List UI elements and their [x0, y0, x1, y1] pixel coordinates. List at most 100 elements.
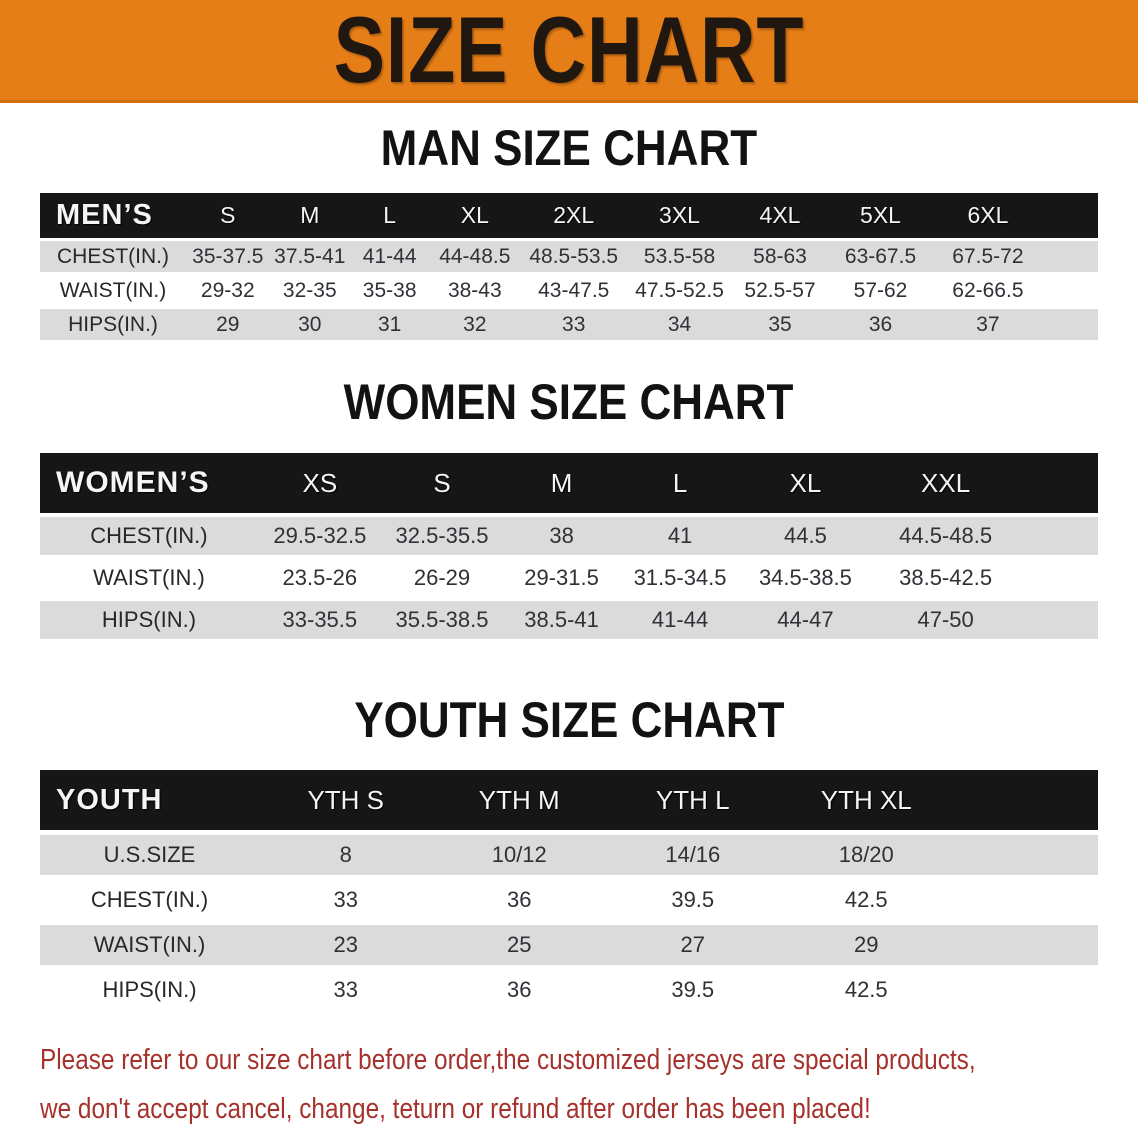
- measurement-value: 10/12: [432, 835, 606, 875]
- measurement-row: WAIST(IN.) 23 25 27 29: [40, 925, 1098, 965]
- measurement-value: 44-48.5: [429, 241, 521, 272]
- measurement-row-label: CHEST(IN.): [40, 241, 186, 272]
- measurement-row-label: U.S.SIZE: [40, 835, 259, 875]
- measurement-value: 63-67.5: [828, 241, 933, 272]
- measurement-row-label: HIPS(IN.): [40, 970, 259, 1010]
- men-section-title: MAN SIZE CHART: [0, 118, 1138, 178]
- measurement-value: 33: [259, 880, 433, 920]
- measurement-row: CHEST(IN.) 35-37.5 37.5-41 41-44 44-48.5 48.5…: [40, 241, 1098, 272]
- size-header-row: YOUTH YTH S YTH M YTH L YTH XL: [40, 770, 1098, 830]
- measurement-value: 33: [520, 309, 628, 340]
- measurement-value: 29-32: [186, 275, 270, 306]
- size-column-header: L: [349, 193, 430, 238]
- measurement-value: 39.5: [606, 970, 780, 1010]
- size-header-row: WOMEN’S XS S M L XL XXL: [40, 453, 1098, 513]
- row-filler-cell: [1042, 309, 1098, 340]
- size-column-header: M: [502, 453, 621, 513]
- men-section-title-text: MAN SIZE CHART: [380, 120, 758, 176]
- measurement-value: 52.5-57: [731, 275, 829, 306]
- measurement-value: 53.5-58: [627, 241, 732, 272]
- row-filler-cell: [1042, 275, 1098, 306]
- measurement-value: 31: [349, 309, 430, 340]
- measurement-value: 25: [432, 925, 606, 965]
- measurement-value: 35-37.5: [186, 241, 270, 272]
- measurement-value: 14/16: [606, 835, 780, 875]
- measurement-value: 47.5-52.5: [627, 275, 732, 306]
- size-column-header: XL: [429, 193, 521, 238]
- size-column-header: YTH M: [432, 770, 606, 830]
- measurement-value: 35: [731, 309, 829, 340]
- size-column-header: XXL: [871, 453, 1020, 513]
- measurement-value: 26-29: [381, 559, 503, 597]
- measurement-row: U.S.SIZE 8 10/12 14/16 18/20: [40, 835, 1098, 875]
- measurement-value: 38-43: [429, 275, 521, 306]
- measurement-value: 47-50: [871, 601, 1020, 639]
- measurement-row-label: WAIST(IN.): [40, 925, 259, 965]
- measurement-row-label: WAIST(IN.): [40, 275, 186, 306]
- women-size-table: WOMEN’S XS S M L XL XXL CHEST(IN.) 29.5-32.5 32.5…: [40, 449, 1098, 643]
- size-column-header: 4XL: [731, 193, 829, 238]
- measurement-row-label: CHEST(IN.): [40, 880, 259, 920]
- measurement-value: 36: [828, 309, 933, 340]
- measurement-value: 42.5: [779, 970, 953, 1010]
- measurement-value: 36: [432, 970, 606, 1010]
- measurement-value: 34: [627, 309, 732, 340]
- row-filler-cell: [1019, 559, 1098, 597]
- size-column-header: L: [620, 453, 740, 513]
- measurement-value: 37: [932, 309, 1043, 340]
- size-group-label: MEN’S: [40, 193, 186, 238]
- youth-size-table: YOUTH YTH S YTH M YTH L YTH XL U.S.SIZE 8 10/12…: [40, 765, 1098, 1015]
- row-filler-cell: [1019, 517, 1098, 555]
- measurement-row-label: HIPS(IN.): [40, 601, 258, 639]
- measurement-value: 8: [259, 835, 433, 875]
- size-chart-banner: SIZE CHART: [0, 0, 1138, 103]
- measurement-row: CHEST(IN.) 29.5-32.5 32.5-35.5 38 41 44.5 44.5…: [40, 517, 1098, 555]
- size-group-label: YOUTH: [40, 770, 259, 830]
- measurement-value: 29: [186, 309, 270, 340]
- row-filler-cell: [953, 880, 1098, 920]
- measurement-value: 36: [432, 880, 606, 920]
- measurement-value: 35.5-38.5: [381, 601, 503, 639]
- measurement-value: 39.5: [606, 880, 780, 920]
- measurement-value: 33-35.5: [257, 601, 382, 639]
- size-column-header: XS: [257, 453, 382, 513]
- measurement-value: 62-66.5: [932, 275, 1043, 306]
- banner-title: SIZE CHART: [333, 0, 805, 102]
- size-column-header: 3XL: [627, 193, 732, 238]
- measurement-value: 44-47: [739, 601, 872, 639]
- measurement-value: 58-63: [731, 241, 829, 272]
- measurement-value: 29.5-32.5: [257, 517, 382, 555]
- measurement-value: 38.5-42.5: [871, 559, 1020, 597]
- measurement-row: CHEST(IN.) 33 36 39.5 42.5: [40, 880, 1098, 920]
- header-filler-cell: [953, 770, 1098, 830]
- measurement-value: 18/20: [779, 835, 953, 875]
- measurement-value: 29: [779, 925, 953, 965]
- disclaimer-line-2: we don't accept cancel, change, teturn o…: [40, 1093, 871, 1125]
- measurement-row: HIPS(IN.) 29 30 31 32 33 34 35 36 37: [40, 309, 1098, 340]
- measurement-value: 43-47.5: [520, 275, 628, 306]
- measurement-row: WAIST(IN.) 23.5-26 26-29 29-31.5 31.5-34.5 34…: [40, 559, 1098, 597]
- measurement-value: 44.5-48.5: [871, 517, 1020, 555]
- measurement-value: 38: [502, 517, 621, 555]
- size-group-label: WOMEN’S: [40, 453, 258, 513]
- size-column-header: 2XL: [520, 193, 628, 238]
- men-size-table: MEN’S S M L XL 2XL 3XL 4XL 5XL 6XL CHEST(IN.) 35-37…: [40, 190, 1098, 343]
- measurement-row-label: CHEST(IN.): [40, 517, 258, 555]
- measurement-value: 44.5: [739, 517, 872, 555]
- measurement-value: 32-35: [269, 275, 350, 306]
- size-column-header: S: [381, 453, 503, 513]
- measurement-value: 57-62: [828, 275, 933, 306]
- measurement-value: 67.5-72: [932, 241, 1043, 272]
- measurement-value: 23: [259, 925, 433, 965]
- header-filler-cell: [1042, 193, 1098, 238]
- row-filler-cell: [1042, 241, 1098, 272]
- row-filler-cell: [953, 835, 1098, 875]
- measurement-value: 41: [620, 517, 740, 555]
- measurement-value: 32.5-35.5: [381, 517, 503, 555]
- measurement-row-label: HIPS(IN.): [40, 309, 186, 340]
- measurement-value: 48.5-53.5: [520, 241, 628, 272]
- measurement-value: 30: [269, 309, 350, 340]
- measurement-value: 31.5-34.5: [620, 559, 740, 597]
- row-filler-cell: [1019, 601, 1098, 639]
- measurement-row-label: WAIST(IN.): [40, 559, 258, 597]
